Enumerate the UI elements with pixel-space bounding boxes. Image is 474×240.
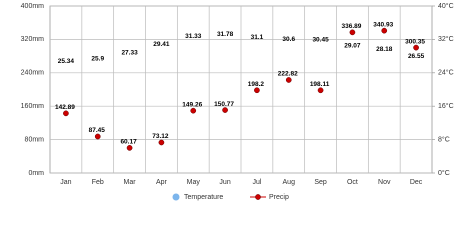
x-tick-label: Dec — [410, 179, 423, 186]
temperature-point — [414, 60, 418, 64]
legend-swatch — [172, 193, 180, 201]
data-label: 31.33 — [185, 33, 202, 40]
temperature-point — [191, 40, 195, 44]
precip-point — [254, 87, 260, 94]
temperature-point — [350, 50, 354, 54]
data-label: 87.45 — [89, 127, 106, 134]
y2-tick-label: 24°C — [438, 69, 454, 77]
data-label: 60.17 — [120, 139, 137, 146]
data-label: 150.77 — [214, 101, 234, 108]
temperature-point — [223, 38, 227, 42]
y2-tick-label: 40°C — [438, 2, 454, 10]
temperature-point — [64, 65, 68, 69]
legend-label: Temperature — [184, 194, 223, 201]
y-tick-label: 0mm — [28, 170, 44, 177]
data-label: 340.93 — [373, 21, 393, 28]
data-label: 336.89 — [341, 23, 361, 30]
x-tick-label: Oct — [347, 179, 358, 186]
x-tick-label: Jan — [60, 179, 71, 186]
data-label: 29.07 — [344, 42, 361, 49]
temperature-point — [319, 44, 323, 48]
precip-point — [349, 29, 356, 36]
temperature-point — [159, 48, 163, 52]
x-tick-label: May — [187, 179, 201, 186]
data-label: 222.82 — [278, 71, 298, 78]
chart: 0mm 80mm 160mm 240mm 320mm 400mm 0°C 8°C 16°C 24°… — [21, 2, 454, 201]
precip-point — [94, 133, 101, 140]
data-label: 300.35 — [405, 38, 425, 45]
temperature-point — [255, 41, 259, 45]
x-tick-label: Jun — [219, 179, 230, 186]
temperature-point — [128, 57, 132, 61]
data-label: 30.6 — [282, 36, 295, 43]
data-label: 29.41 — [153, 41, 170, 48]
data-label: 31.1 — [251, 34, 264, 41]
data-label: 25.9 — [91, 56, 104, 63]
x-tick-label: Aug — [283, 179, 296, 186]
y-tick-label: 80mm — [25, 136, 45, 143]
precip-point — [126, 145, 133, 151]
precip-point — [222, 107, 228, 113]
temperature-point — [382, 53, 386, 57]
data-label: 26.55 — [408, 53, 425, 60]
y-tick-label: 240mm — [21, 70, 45, 77]
x-tick-label: Sep — [314, 179, 327, 186]
legend-label: Precip — [269, 194, 289, 201]
data-label: 30.45 — [312, 37, 329, 44]
data-label: 28.18 — [376, 46, 393, 53]
data-label: 198.11 — [310, 81, 330, 88]
data-label: 25.34 — [58, 58, 75, 65]
temperature-point — [287, 43, 291, 47]
data-label: 149.26 — [182, 101, 202, 108]
precip-point — [158, 139, 165, 146]
y2-tick-label: 8°C — [438, 135, 450, 143]
precip-point — [413, 44, 419, 51]
y2-tick-label: 32°C — [438, 35, 454, 43]
data-label: 27.33 — [121, 50, 138, 57]
x-tick-label: Nov — [378, 179, 391, 186]
precip-point — [317, 87, 324, 94]
data-label: 198.2 — [248, 81, 265, 88]
data-label: 142.89 — [55, 104, 75, 111]
x-tick-label: Apr — [156, 179, 168, 186]
precip-point — [63, 110, 69, 117]
data-label: 73.12 — [152, 133, 169, 140]
x-tick-label: Jul — [252, 179, 261, 186]
y2-tick-label: 0°C — [438, 169, 450, 177]
y-tick-label: 320mm — [21, 36, 45, 43]
y-tick-label: 160mm — [21, 103, 45, 110]
data-label: 31.78 — [217, 31, 234, 38]
x-tick-label: Feb — [92, 179, 104, 186]
x-tick-label: Mar — [124, 179, 137, 186]
legend-swatch — [255, 194, 261, 200]
y2-tick-label: 16°C — [438, 102, 454, 110]
y-tick-label: 400mm — [21, 3, 45, 10]
precip-point — [190, 107, 197, 114]
precip-point — [285, 77, 292, 83]
precip-point — [381, 27, 388, 34]
temperature-point — [96, 63, 100, 67]
